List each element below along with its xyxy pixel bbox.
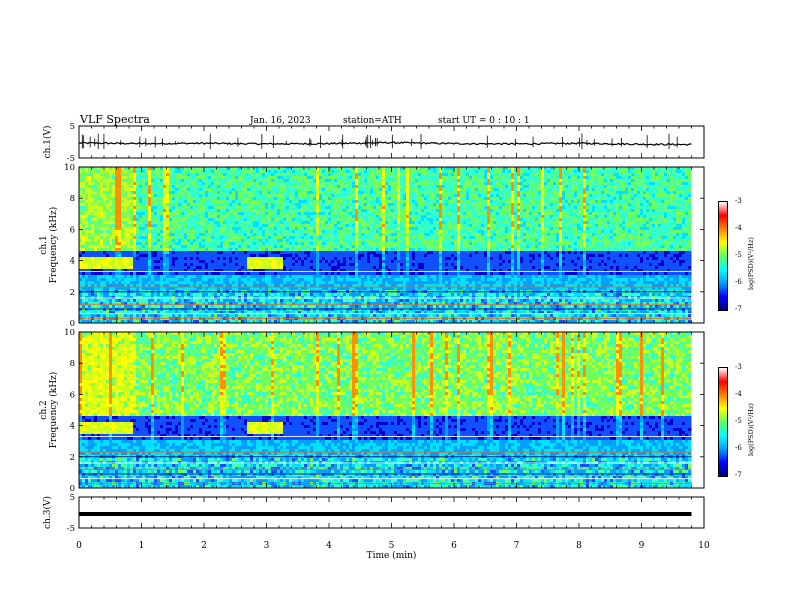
y-tick-label: -5 <box>67 524 75 534</box>
y-tick-label: 8 <box>70 194 75 204</box>
x-tick-label: 1 <box>139 541 145 551</box>
x-tick-label: 4 <box>326 541 332 551</box>
colorbar-ch2-title: log(PSD)(V²/Hz) <box>747 403 755 456</box>
x-tick-label: 10 <box>698 541 710 551</box>
station-label: station=ATH <box>343 116 402 126</box>
colorbar-ch1-tick: -4 <box>735 224 742 232</box>
colorbar-ch1-title: log(PSD)(V²/Hz) <box>747 237 755 290</box>
y-tick-label: -5 <box>67 154 75 164</box>
y-tick-label: 2 <box>70 453 75 463</box>
y-axis-label: ch.1(V) <box>42 126 53 159</box>
series-line <box>78 141 692 146</box>
y-tick-label: 8 <box>70 359 75 369</box>
y-tick-label: 5 <box>70 493 75 503</box>
colorbar-ch2-tick: -5 <box>735 417 742 425</box>
colorbar-ch1-tick: -5 <box>735 251 742 259</box>
x-tick-label: 7 <box>514 541 520 551</box>
colorbar-ch1 <box>718 201 728 311</box>
x-tick-label: 9 <box>639 541 645 551</box>
y-tick-label: 0 <box>70 319 75 329</box>
y-tick-label: 6 <box>70 225 75 235</box>
spectrogram-ch1 <box>79 167 694 323</box>
y-tick-label: 10 <box>64 163 75 173</box>
colorbar-ch2-tick: -4 <box>735 390 742 398</box>
y-axis-label: Frequency (kHz) <box>48 207 59 284</box>
colorbar-ch1-tick: -3 <box>735 197 742 205</box>
start-time-label: start UT = 0 : 10 : 1 <box>438 116 530 126</box>
y-tick-label: 0 <box>70 484 75 494</box>
x-tick-label: 0 <box>76 541 82 551</box>
y-axis-label: Frequency (kHz) <box>48 372 59 449</box>
y-tick-label: 5 <box>70 122 75 132</box>
y-axis-label: ch.3(V) <box>42 496 53 529</box>
y-tick-label: 4 <box>70 422 75 432</box>
date-label: Jan. 16, 2023 <box>250 116 311 126</box>
y-axis-label: ch.1 <box>39 235 49 254</box>
figure-title: VLF Spectra <box>80 113 150 126</box>
colorbar-ch2 <box>718 367 728 477</box>
x-tick-label: 6 <box>451 541 457 551</box>
y-tick-label: 2 <box>70 288 75 298</box>
no-data-strip <box>691 332 704 488</box>
colorbar-ch1-tick: -6 <box>735 278 742 286</box>
y-tick-label: 4 <box>70 257 75 267</box>
x-tick-label: 2 <box>201 541 207 551</box>
spectrogram-ch2 <box>79 332 694 488</box>
colorbar-ch2-tick: -6 <box>735 444 742 452</box>
x-tick-label: 8 <box>576 541 582 551</box>
x-tick-label: 5 <box>389 541 395 551</box>
colorbar-ch2-tick: -3 <box>735 363 742 371</box>
colorbar-ch1-tick: -7 <box>735 305 742 313</box>
no-data-strip <box>691 167 704 323</box>
y-tick-label: 6 <box>70 390 75 400</box>
x-axis-label: Time (min) <box>367 550 417 561</box>
x-tick-label: 3 <box>264 541 270 551</box>
y-axis-label: ch.2 <box>39 400 49 419</box>
y-tick-label: 10 <box>64 328 75 338</box>
colorbar-ch2-tick: -7 <box>735 471 742 479</box>
